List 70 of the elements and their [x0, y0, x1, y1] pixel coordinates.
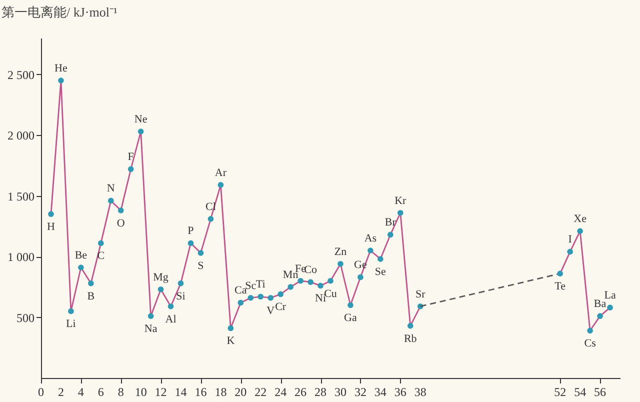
x-tick-label: 18 [214, 385, 227, 399]
x-tick-label: 26 [294, 385, 307, 399]
y-axis-title: 第一电离能/ kJ·mol⁻¹ [2, 4, 118, 20]
x-tick-label: 32 [354, 385, 366, 399]
annotation: Cs [584, 338, 596, 350]
x-tick-label: 22 [254, 385, 267, 399]
x-tick-label: 0 [38, 385, 44, 399]
annotation: V [266, 304, 275, 317]
annotation: N [106, 182, 115, 195]
annotation: K [226, 335, 235, 348]
x-tick-label: 36 [394, 385, 406, 399]
x-tick-label: 54 [574, 385, 586, 399]
annotation: Li [66, 318, 76, 330]
x-tick-label: 52 [554, 385, 566, 399]
annotation: Co [304, 264, 318, 276]
annotation: F [128, 151, 134, 164]
annotation: Sr [415, 288, 426, 300]
y-tick-label: 2 500 [8, 68, 34, 82]
annotation: Al [165, 313, 176, 326]
annotation: S [198, 260, 204, 272]
annotation: Ti [256, 278, 266, 291]
annotation: Ca [234, 284, 247, 297]
annotation: Se [374, 266, 386, 278]
annotation: Be [74, 250, 88, 262]
annotation: Ba [594, 298, 606, 310]
x-tick-label: 6 [98, 385, 104, 399]
annotation: P [188, 225, 194, 238]
annotation: Ne [134, 114, 148, 126]
annotation: As [364, 232, 377, 244]
annotation: Ar [214, 166, 227, 179]
y-tick-label: 500 [16, 310, 34, 325]
annotation: Cr [275, 301, 286, 314]
annotation: Ga [344, 312, 357, 324]
annotation: O [116, 217, 125, 230]
x-tick-label: 10 [134, 385, 147, 399]
y-tick-label: 1 500 [8, 189, 34, 204]
annotation: Sc [245, 280, 256, 292]
annotation: Ni [315, 292, 326, 305]
annotation: Na [144, 323, 158, 336]
annotation: B [87, 290, 95, 302]
x-tick-label: 8 [118, 385, 124, 399]
x-tick-label: 28 [314, 385, 327, 399]
x-tick-label: 16 [194, 385, 207, 399]
annotation: Zn [334, 246, 348, 258]
x-tick-label: 4 [78, 385, 84, 399]
x-tick-label: 34 [374, 385, 386, 399]
annotation: He [54, 62, 68, 74]
x-tick-label: 30 [334, 385, 346, 399]
annotation: Mg [153, 271, 169, 284]
y-tick-label: 2 000 [8, 128, 34, 143]
x-tick-label: 20 [234, 385, 247, 399]
annotation: H [47, 221, 56, 234]
annotation: Kr [394, 194, 407, 207]
x-tick-label: 38 [414, 385, 426, 399]
y-tick-label: 1 000 [8, 250, 34, 264]
annotation: C [97, 250, 105, 262]
annotation: Fe [295, 262, 306, 275]
x-tick-label: 2 [58, 385, 64, 399]
annotation: Cu [324, 288, 338, 300]
annotation: Xe [574, 213, 587, 226]
x-tick-label: 56 [594, 385, 606, 399]
x-tick-label: 12 [154, 385, 167, 399]
annotation: Rb [404, 332, 418, 345]
x-tick-label: 24 [274, 385, 287, 399]
annotation: La [604, 290, 616, 302]
annotation: Si [176, 290, 186, 302]
annotation: I [568, 234, 572, 246]
annotation: Te [554, 280, 566, 293]
x-tick-label: 14 [174, 385, 187, 399]
annotation: Br [384, 216, 396, 229]
